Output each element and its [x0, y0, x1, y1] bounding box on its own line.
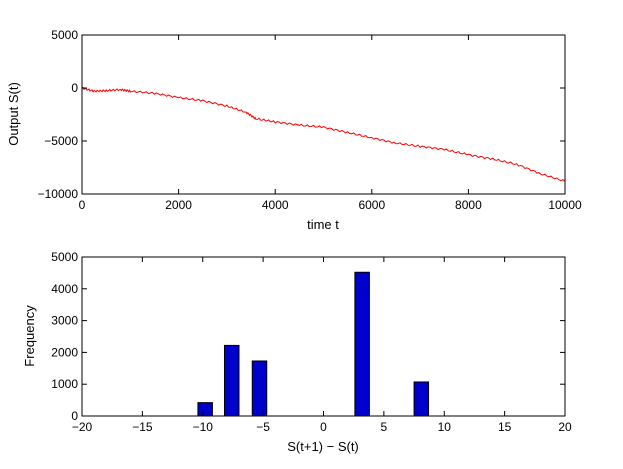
histogram-y-tick-label: 4000 [51, 282, 78, 296]
histogram-x-tick-label: −10 [193, 420, 214, 434]
time-series-marks [81, 86, 566, 182]
histogram-plot: −20 −15 −10 −5 0 5 10 15 20 5000 4000 3000 2000 1000 0… [22, 250, 572, 454]
histogram-plot-area [82, 257, 565, 416]
histogram-y-tick-label: 5000 [51, 250, 78, 264]
histogram-x-tick-label: 20 [558, 420, 572, 434]
histogram-x-tick-label: −5 [256, 420, 270, 434]
output-series-line [81, 86, 566, 182]
time-series-x-axis-label: time t [307, 217, 339, 232]
time-series-x-tick-label: 4000 [262, 198, 289, 212]
histogram-bar [197, 402, 213, 417]
histogram-y-axis-label: Frequency [22, 305, 37, 367]
histogram-ticks: −20 −15 −10 −5 0 5 10 15 20 5000 4000 3000 2000 1000 0 [51, 250, 572, 434]
time-series-x-tick-label: 6000 [358, 198, 385, 212]
histogram-x-tick-label: 5 [381, 420, 388, 434]
histogram-x-tick-label: −15 [132, 420, 153, 434]
histogram-marks [197, 271, 430, 417]
time-series-y-tick-label: 5000 [51, 28, 78, 42]
histogram-bar [354, 271, 370, 417]
histogram-bar [413, 381, 430, 417]
histogram-x-tick-label: 15 [498, 420, 512, 434]
time-series-x-tick-label: 8000 [455, 198, 482, 212]
histogram-x-tick-label: −20 [72, 420, 93, 434]
histogram-bar [223, 344, 240, 417]
histogram-y-tick-label: 0 [71, 409, 78, 423]
time-series-x-tick-label: 0 [79, 198, 86, 212]
histogram-bar [251, 360, 268, 417]
time-series-x-tick-label: 2000 [165, 198, 192, 212]
time-series-plot: 0 2000 4000 6000 8000 10000 5000 0 −5000 −10000 t… [6, 28, 582, 232]
time-series-y-tick-label: −10000 [38, 187, 79, 201]
time-series-ticks: 0 2000 4000 6000 8000 10000 5000 0 −5000 −10000 [38, 28, 582, 212]
histogram-x-axis-label: S(t+1) − S(t) [287, 439, 359, 454]
histogram-y-tick-label: 3000 [51, 314, 78, 328]
histogram-x-tick-label: 10 [438, 420, 452, 434]
time-series-plot-area [82, 35, 565, 194]
histogram-x-tick-label: 0 [320, 420, 327, 434]
time-series-y-axis-label: Output S(t) [6, 82, 21, 146]
time-series-x-tick-label: 10000 [548, 198, 582, 212]
histogram-y-tick-label: 1000 [51, 377, 78, 391]
histogram-y-tick-label: 2000 [51, 345, 78, 359]
time-series-axes-box [81, 34, 566, 195]
time-series-y-tick-label: −5000 [44, 134, 78, 148]
time-series-y-tick-label: 0 [71, 81, 78, 95]
